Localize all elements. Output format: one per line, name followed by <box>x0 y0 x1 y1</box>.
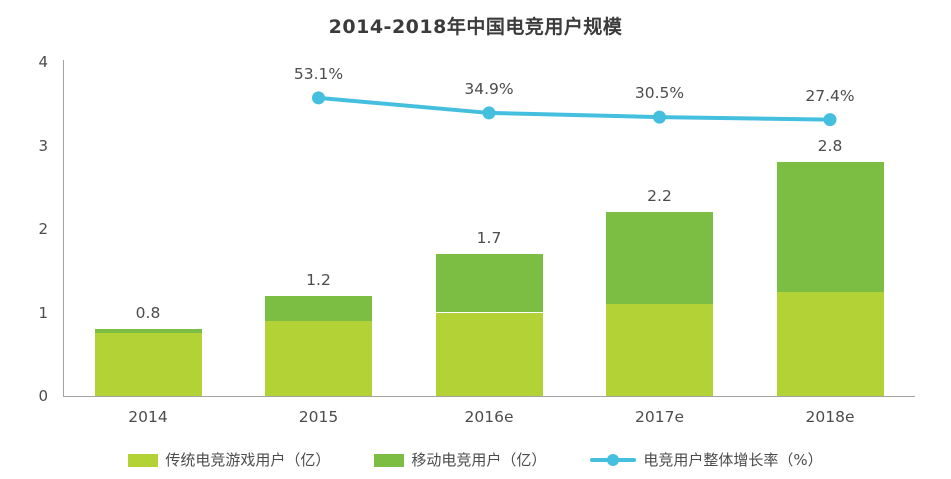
bar-segment-traditional <box>265 320 372 396</box>
bar-total-label: 1.2 <box>306 270 331 289</box>
legend-dot-icon <box>607 454 620 466</box>
bar-segment-mobile <box>94 329 202 334</box>
bar-segment-mobile <box>265 295 372 321</box>
x-axis-label: 2018e <box>805 408 855 426</box>
legend-item: 移动电竞用户（亿） <box>374 451 546 469</box>
legend-line-dot-icon <box>590 453 637 467</box>
growth-point <box>482 106 496 120</box>
y-axis-line <box>63 60 64 396</box>
y-tick-label: 4 <box>38 53 48 71</box>
x-axis-line <box>63 396 915 397</box>
bar-total-label: 2.2 <box>647 187 672 206</box>
growth-value-label: 27.4% <box>805 86 855 105</box>
bar-segment-traditional <box>606 304 713 396</box>
bar-segment-traditional <box>435 312 543 396</box>
growth-point <box>653 110 666 124</box>
growth-point <box>823 113 837 127</box>
y-tick-label: 1 <box>38 303 48 322</box>
chart-title: 2014-2018年中国电竞用户规模 <box>328 16 623 38</box>
bar-total-label: 0.8 <box>135 304 161 323</box>
x-axis-label: 2015 <box>298 408 339 426</box>
x-axis-label: 2017e <box>635 408 684 426</box>
y-tick-label: 2 <box>38 220 48 238</box>
bar-segment-mobile <box>776 162 884 292</box>
growth-value-label: 53.1% <box>293 64 344 83</box>
legend: 传统电竞游戏用户（亿） 移动电竞用户（亿） 电竞用户整体增长率（%） <box>0 451 951 469</box>
bar-total-label: 2.8 <box>817 137 843 156</box>
legend-swatch-icon <box>128 453 159 467</box>
growth-point <box>312 91 325 105</box>
growth-value-label: 34.9% <box>464 79 514 98</box>
legend-item: 电竞用户整体增长率（%） <box>590 451 823 469</box>
bar-total-label: 1.7 <box>476 229 502 248</box>
legend-swatch-icon <box>374 453 405 467</box>
x-axis-label: 2014 <box>128 408 168 426</box>
y-tick-label: 0 <box>38 387 48 405</box>
growth-value-label: 30.5% <box>634 84 685 103</box>
x-axis-label: 2016e <box>464 408 514 426</box>
bar-segment-traditional <box>776 291 884 396</box>
legend-label: 传统电竞游戏用户（亿） <box>165 451 331 469</box>
bar-segment-traditional <box>94 333 202 396</box>
legend-label: 移动电竞用户（亿） <box>411 451 547 469</box>
bar-segment-mobile <box>435 254 543 313</box>
legend-label: 电竞用户整体增长率（%） <box>643 451 823 469</box>
y-tick-label: 3 <box>38 136 48 155</box>
growth-line <box>316 95 832 122</box>
legend-item: 传统电竞游戏用户（亿） <box>128 451 330 469</box>
bar-segment-mobile <box>606 212 713 305</box>
